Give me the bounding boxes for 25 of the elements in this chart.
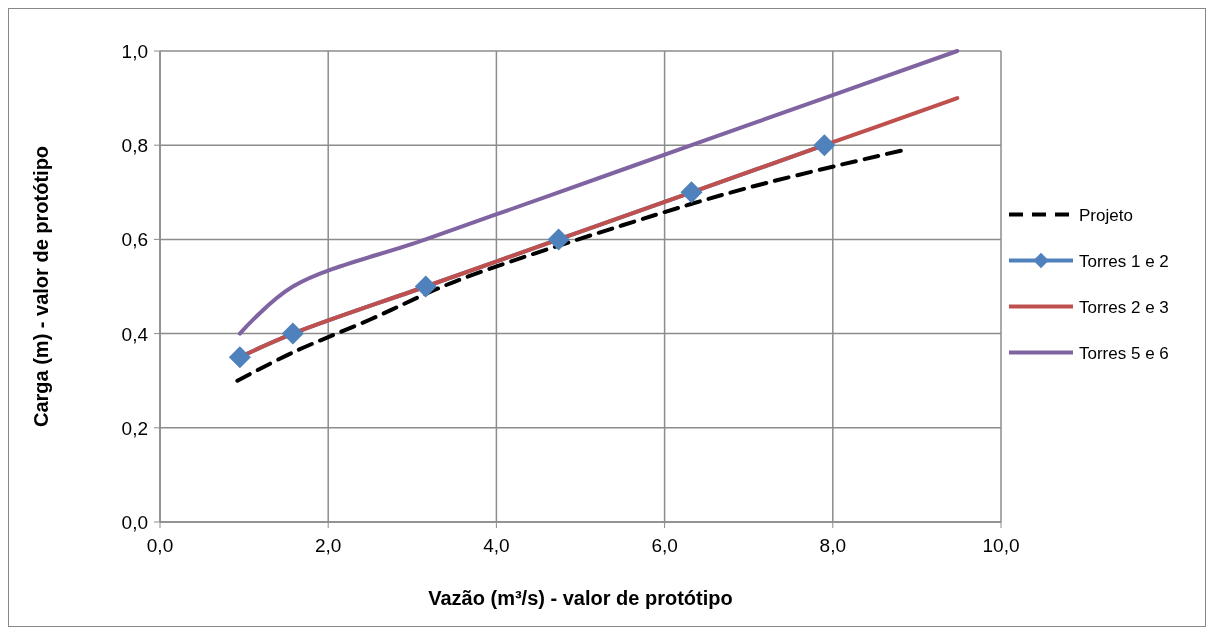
x-axis-title: Vazão (m³/s) - valor de protótipo bbox=[428, 587, 733, 609]
point bbox=[228, 346, 251, 369]
legend-label: Torres 5 e 6 bbox=[1079, 343, 1169, 363]
y-tick-label: 0,6 bbox=[121, 229, 148, 251]
x-tick-label: 4,0 bbox=[483, 535, 510, 556]
y-axis-title: Carga (m) - valor de protótipo bbox=[30, 145, 52, 428]
y-tick-label: 0,0 bbox=[121, 512, 148, 533]
legend-label: Torres 2 e 3 bbox=[1079, 297, 1169, 317]
point bbox=[680, 181, 703, 204]
x-tick-label: 2,0 bbox=[314, 535, 342, 556]
x-tick-label: 8,0 bbox=[819, 535, 847, 556]
x-tick-label: 0,0 bbox=[146, 535, 174, 556]
legend-label: Torres 1 e 2 bbox=[1079, 251, 1169, 271]
x-tick-label: 10,0 bbox=[982, 535, 1020, 556]
y-tick-label: 0,2 bbox=[121, 417, 148, 439]
legend-label: Projeto bbox=[1079, 205, 1133, 225]
line-series bbox=[237, 49, 960, 336]
x-tick-label: 6,0 bbox=[651, 535, 678, 556]
y-tick-label: 1,0 bbox=[121, 41, 148, 62]
point bbox=[414, 275, 437, 298]
y-tick-label: 0,4 bbox=[121, 323, 149, 345]
y-tick-label: 0,8 bbox=[121, 135, 148, 157]
point bbox=[281, 322, 304, 345]
point bbox=[547, 228, 570, 251]
point bbox=[813, 134, 836, 157]
